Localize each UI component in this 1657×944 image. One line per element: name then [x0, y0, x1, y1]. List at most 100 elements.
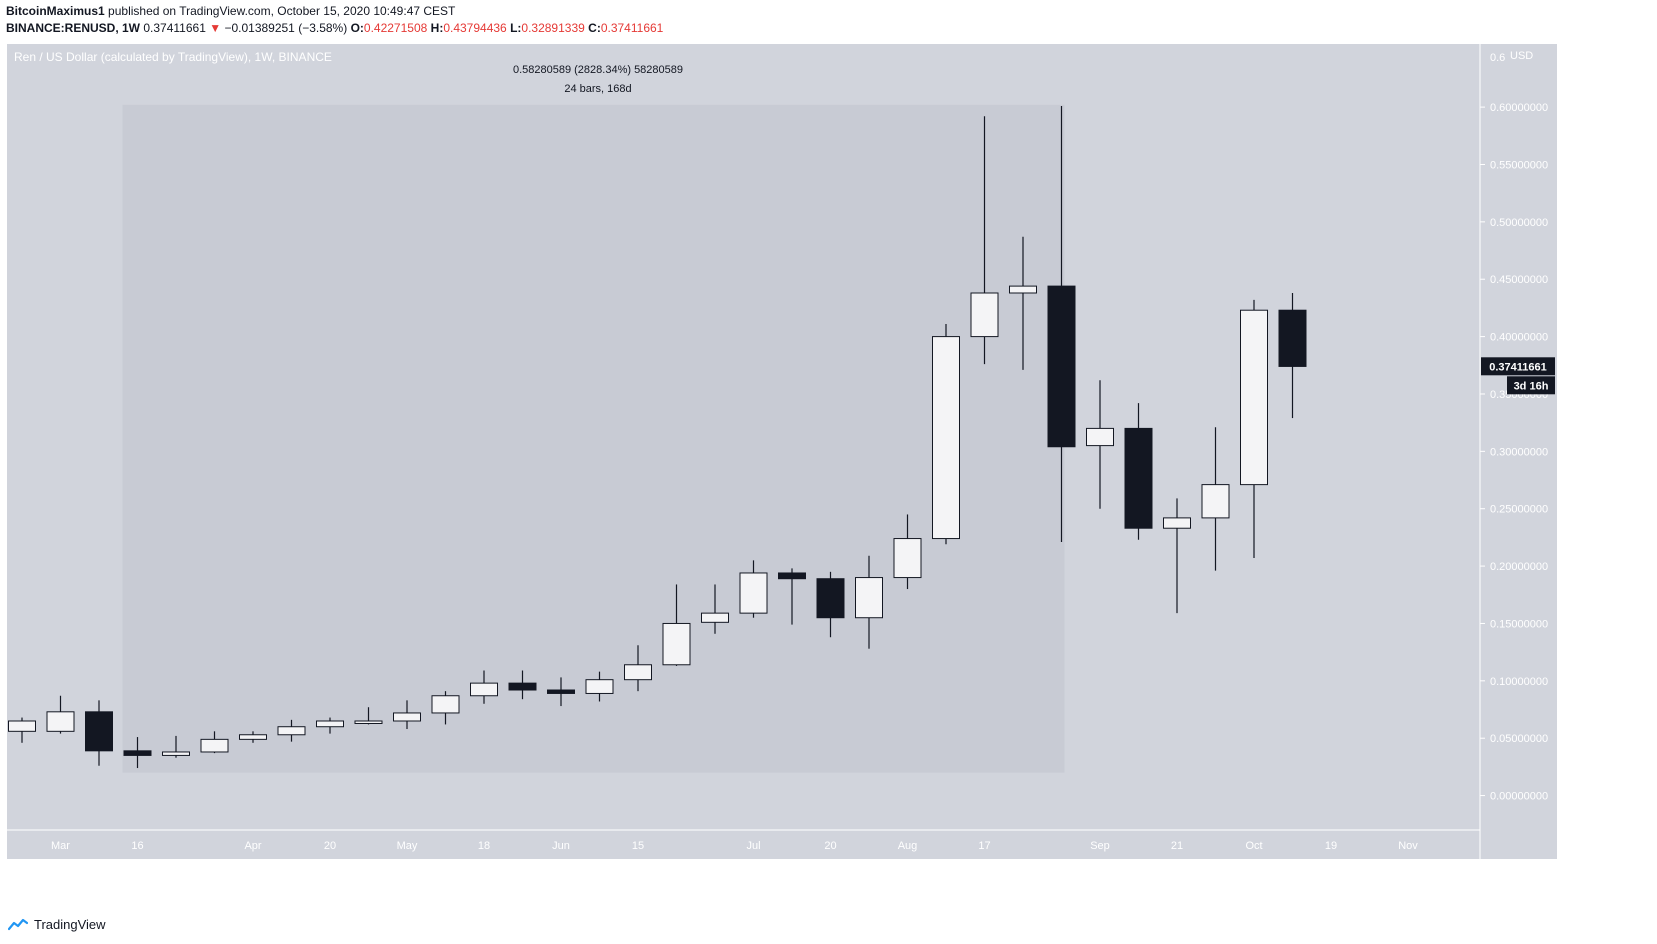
x-tick-label: 18	[478, 840, 490, 852]
candle	[739, 560, 768, 618]
candle-body	[662, 622, 691, 666]
x-tick-label: 15	[632, 840, 644, 852]
countdown-label: 3d 16h	[1514, 380, 1549, 392]
candle	[701, 584, 729, 634]
candle-body	[277, 726, 306, 736]
candle	[662, 584, 691, 666]
candle	[1163, 498, 1191, 614]
candle	[855, 555, 883, 649]
candle-body	[1278, 309, 1307, 367]
candle	[316, 717, 344, 734]
candle-body	[624, 664, 652, 681]
x-tick-label: Sep	[1090, 840, 1110, 852]
ohlc-line: BINANCE:RENUSD, 1W 0.37411661 ▼ −0.01389…	[6, 21, 663, 35]
candle-body	[8, 720, 36, 732]
candle-body	[85, 711, 113, 752]
candle	[1278, 292, 1307, 419]
footer-brand[interactable]: TradingView	[8, 912, 106, 936]
open-value: 0.42271508	[363, 21, 428, 35]
candle	[893, 514, 922, 590]
candle-body	[470, 682, 498, 697]
chart-container[interactable]: Ren / US Dollar (calculated by TradingVi…	[7, 44, 1657, 906]
candle-body	[431, 695, 460, 714]
candle-body	[162, 751, 190, 756]
measure-range-box	[122, 104, 1065, 773]
candlestick-chart[interactable]: Ren / US Dollar (calculated by TradingVi…	[7, 44, 1657, 906]
candle-body	[970, 292, 999, 338]
y-tick-label: 0.30000000	[1490, 446, 1548, 458]
candle	[585, 671, 614, 702]
candle	[932, 323, 960, 545]
candle	[85, 700, 113, 766]
chart-title: Ren / US Dollar (calculated by TradingVi…	[14, 50, 332, 64]
candle-body	[123, 750, 152, 756]
candle-body	[739, 572, 768, 614]
candle	[123, 737, 152, 769]
candle-body	[1163, 517, 1191, 529]
price-axis-background[interactable]	[1480, 44, 1557, 859]
y-tick-label: 0.00000000	[1490, 791, 1548, 803]
y-tick-label: 0.15000000	[1490, 618, 1548, 630]
candle	[200, 731, 229, 754]
y-tick-label: 0.40000000	[1490, 332, 1548, 344]
y-tick-label: 0.55000000	[1490, 159, 1548, 171]
candle	[624, 645, 652, 692]
x-tick-label: Oct	[1245, 840, 1262, 852]
candle-body	[585, 679, 614, 694]
close-value: 0.37411661	[600, 21, 664, 35]
currency-label: USD	[1510, 50, 1533, 62]
x-tick-label: Nov	[1398, 840, 1418, 852]
candle	[1240, 299, 1268, 559]
candle-body	[200, 738, 229, 753]
candle	[778, 568, 806, 625]
x-tick-label: Jul	[746, 840, 760, 852]
x-tick-label: 19	[1325, 840, 1337, 852]
y-tick-label: 0.10000000	[1490, 676, 1548, 688]
candle	[277, 719, 306, 742]
candle-body	[1124, 427, 1153, 529]
symbol-label: BINANCE:RENUSD, 1W	[6, 21, 141, 35]
candle	[1124, 403, 1153, 540]
candle	[162, 735, 190, 758]
candle-body	[1086, 427, 1114, 447]
candle-body	[508, 682, 537, 691]
x-tick-label: 16	[131, 840, 143, 852]
x-tick-label: 17	[978, 840, 990, 852]
x-tick-label: 20	[324, 840, 336, 852]
candle-body	[1240, 309, 1268, 486]
candle-body	[932, 336, 960, 540]
x-tick-label: 20	[824, 840, 836, 852]
candle-body	[1009, 285, 1037, 294]
candle	[239, 731, 267, 743]
author-name[interactable]: BitcoinMaximus1	[6, 4, 105, 18]
countdown-tag	[1507, 376, 1555, 395]
candle-body	[239, 734, 267, 740]
y-tick-label: 0.45000000	[1490, 274, 1548, 286]
publish-line: BitcoinMaximus1 published on TradingView…	[6, 4, 455, 18]
y-top-tick-label: 0.6	[1490, 52, 1505, 64]
last-price-label: 0.37411661	[1489, 361, 1547, 373]
y-tick-label: 0.20000000	[1490, 561, 1548, 573]
high-label: H:	[430, 21, 444, 35]
candle-body	[393, 712, 421, 722]
open-label: O:	[350, 21, 364, 35]
x-tick-label: Apr	[244, 840, 261, 852]
y-tick-label: 0.50000000	[1490, 217, 1548, 229]
low-value: 0.32891339	[521, 21, 585, 35]
candle-body	[354, 720, 383, 724]
candle	[431, 691, 460, 725]
candle	[816, 571, 845, 638]
candle-body	[893, 538, 922, 579]
candle-body	[547, 689, 575, 694]
y-tick-label: 0.25000000	[1490, 504, 1548, 516]
candle	[393, 700, 421, 730]
measure-bars-label: 24 bars, 168d	[564, 83, 631, 95]
time-axis-background[interactable]	[7, 830, 1480, 859]
candle	[46, 695, 75, 734]
y-tick-label: 0.05000000	[1490, 733, 1548, 745]
candle	[1047, 105, 1076, 542]
candle	[354, 707, 383, 725]
price-change: −0.01389251 (−3.58%)	[224, 21, 348, 35]
candle-body	[316, 720, 344, 728]
candle-body	[778, 572, 806, 580]
